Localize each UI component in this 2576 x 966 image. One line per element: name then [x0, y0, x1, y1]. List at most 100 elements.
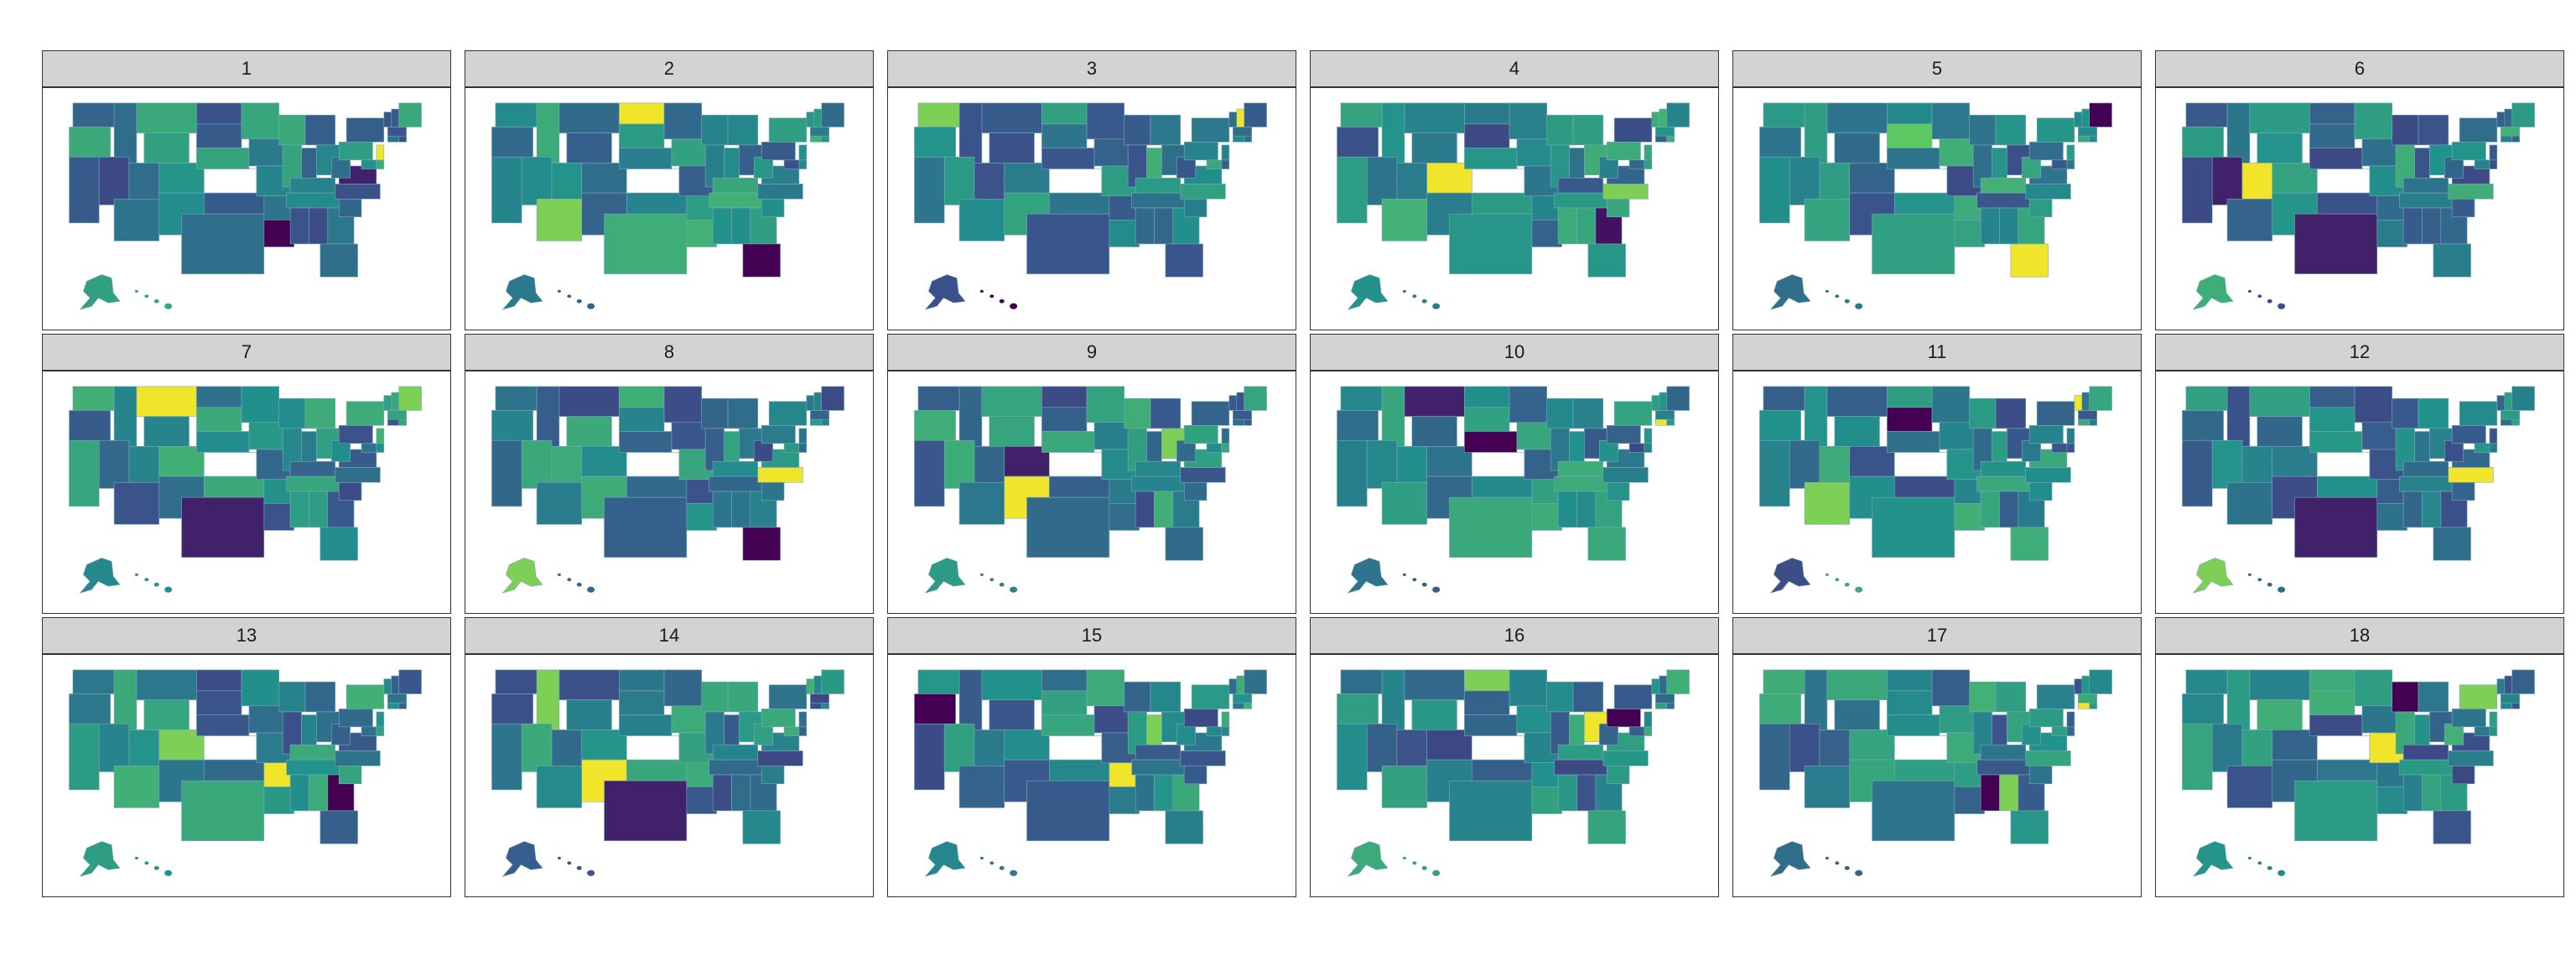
state-rhode-island — [1666, 702, 1675, 709]
state-alabama — [1154, 774, 1174, 812]
hawaii-island — [557, 856, 561, 860]
us-map — [491, 669, 844, 877]
state-pennsylvania — [2028, 425, 2064, 444]
state-iowa — [248, 422, 283, 450]
state-oregon — [69, 693, 111, 724]
state-wisconsin — [2392, 114, 2419, 146]
state-arizona — [2226, 481, 2273, 525]
state-maine — [2089, 386, 2112, 411]
state-delaware — [1221, 726, 1230, 736]
state-rhode-island — [2089, 418, 2097, 426]
state-north-dakota — [1041, 102, 1088, 125]
us-map — [491, 386, 844, 594]
state-michigan — [304, 114, 336, 146]
state-tennessee — [1131, 475, 1185, 492]
state-alabama — [309, 774, 329, 812]
state-maryland — [1206, 443, 1223, 453]
state-arizona — [1804, 481, 1851, 525]
state-kentucky — [1135, 460, 1182, 477]
state-kentucky — [1980, 177, 2027, 194]
state-new-york — [2036, 401, 2075, 426]
state-minnesota — [1509, 669, 1548, 707]
state-oregon — [69, 127, 111, 158]
hawaii-island — [576, 582, 582, 587]
state-idaho — [1381, 669, 1405, 730]
state-kentucky — [1557, 744, 1604, 761]
state-nebraska — [1887, 431, 1940, 453]
state-tennessee — [286, 759, 340, 776]
state-north-dakota — [619, 386, 665, 408]
state-delaware — [376, 159, 385, 169]
state-michigan — [1150, 681, 1182, 713]
state-oklahoma — [1472, 759, 1533, 782]
state-texas — [1026, 213, 1110, 274]
hawaii-island — [1402, 856, 1406, 860]
state-connecticut — [387, 702, 400, 709]
state-utah — [1396, 446, 1428, 483]
state-louisiana — [1954, 787, 1985, 814]
state-alabama — [2422, 491, 2442, 528]
state-alaska — [924, 558, 966, 594]
state-oregon — [491, 410, 533, 441]
state-minnesota — [1931, 102, 1971, 140]
state-iowa — [248, 705, 283, 734]
state-minnesota — [1509, 386, 1548, 423]
map-plot-area — [1310, 654, 1719, 897]
state-north-carolina — [335, 467, 381, 483]
state-texas — [1449, 496, 1533, 558]
state-maryland — [1206, 726, 1223, 736]
state-alaska — [1769, 274, 1811, 310]
state-north-dakota — [1464, 102, 1510, 125]
state-florida — [319, 810, 358, 844]
state-connecticut — [2078, 135, 2090, 143]
facet-strip-label: 7 — [42, 334, 451, 371]
hawaii-island — [1855, 870, 1863, 876]
state-oregon — [2182, 410, 2224, 441]
state-arizona — [536, 198, 583, 242]
state-north-carolina — [2448, 467, 2494, 483]
state-kansas — [1049, 452, 1103, 477]
state-alabama — [1154, 491, 1174, 528]
state-south-carolina — [1183, 765, 1208, 785]
state-nebraska — [1464, 714, 1518, 736]
state-south-dakota — [619, 690, 665, 715]
state-alaska — [79, 558, 121, 594]
state-oklahoma — [1472, 475, 1533, 498]
state-indiana — [1992, 714, 2007, 745]
state-maryland — [1628, 443, 1645, 453]
state-mississippi — [289, 491, 309, 528]
hawaii-island — [144, 861, 149, 865]
state-massachusetts — [2078, 410, 2097, 420]
state-hawaii — [557, 289, 595, 309]
state-alaska — [79, 274, 121, 310]
state-south-dakota — [196, 407, 242, 432]
facet-panel: 12 — [2155, 334, 2564, 614]
state-nevada — [1789, 723, 1820, 772]
state-minnesota — [2354, 386, 2393, 423]
state-wisconsin — [701, 681, 729, 713]
hawaii-island — [1421, 865, 1427, 870]
state-new-jersey — [376, 711, 385, 728]
state-michigan — [304, 681, 336, 713]
state-wyoming — [1411, 416, 1457, 447]
state-kansas — [2317, 735, 2371, 761]
state-kansas — [626, 169, 680, 194]
state-new-york — [2459, 117, 2498, 143]
state-alaska — [501, 558, 543, 594]
state-california — [491, 156, 522, 224]
state-rhode-island — [821, 418, 829, 426]
state-new-york — [1191, 117, 1230, 143]
state-kentucky — [1557, 177, 1604, 194]
state-wisconsin — [2392, 681, 2419, 713]
state-vermont — [1651, 678, 1660, 694]
state-washington — [72, 102, 115, 127]
state-alaska — [501, 841, 543, 877]
state-pennsylvania — [761, 142, 796, 161]
state-alabama — [731, 491, 751, 528]
state-hawaii — [134, 856, 173, 876]
state-wisconsin — [1124, 114, 1151, 146]
state-new-hampshire — [2504, 108, 2513, 127]
state-iowa — [248, 138, 283, 167]
map-plot-area — [887, 654, 1296, 897]
state-maryland — [783, 726, 800, 736]
